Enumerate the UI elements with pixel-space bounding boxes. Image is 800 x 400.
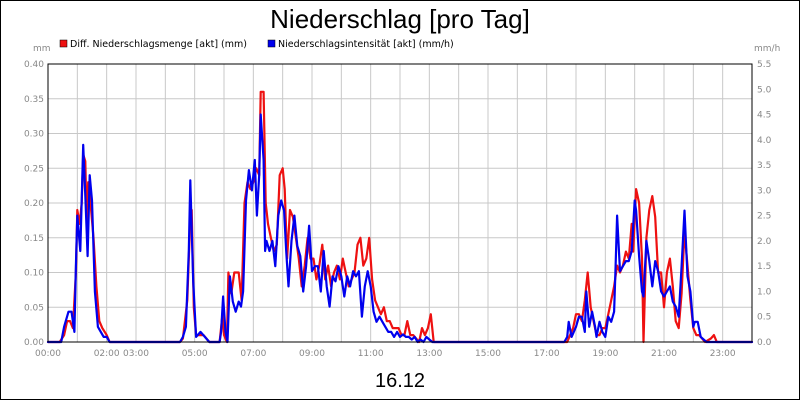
- y-left-tick-label: 0.05: [24, 303, 44, 313]
- axes: 0.00 0.05 0.10 0.15 0.20 0.25 0.30 0.35 0.40 0.0 0…: [24, 60, 772, 359]
- right-unit-label: mm/h: [754, 44, 780, 54]
- y-right-tick-label: 0.0: [757, 338, 772, 348]
- legend-swatch-red: [59, 39, 68, 48]
- series: [46, 90, 754, 344]
- x-tick-label: 15:00: [475, 349, 501, 359]
- x-tick-label: 07:00: [240, 349, 266, 359]
- y-right-tick-label: 4.0: [757, 136, 772, 146]
- y-right-tick-label: 3.5: [757, 161, 771, 171]
- left-unit-label: mm: [33, 44, 51, 54]
- series-line-intensitaet: [46, 113, 754, 344]
- y-left-tick-label: 0.15: [24, 234, 44, 244]
- y-right-tick-label: 0.5: [757, 313, 771, 323]
- legend-label-menge: Diff. Niederschlagsmenge [akt] (mm): [70, 39, 247, 50]
- y-right-tick-label: 4.5: [757, 111, 771, 121]
- x-tick-label: 09:00: [299, 349, 325, 359]
- y-left-tick-label: 0.25: [24, 164, 44, 174]
- y-left-tick-label: 0.40: [24, 60, 44, 70]
- y-right-tick-label: 1.5: [757, 262, 771, 272]
- legend: Diff. Niederschlagsmenge [akt] (mm) Nied…: [59, 39, 454, 50]
- x-tick-label: 05:00: [182, 349, 208, 359]
- x-tick-label: 23:00: [710, 349, 736, 359]
- y-right-tick-label: 2.0: [757, 237, 772, 247]
- x-tick-label: 13:00: [416, 349, 442, 359]
- x-tick-label: 11:00: [358, 349, 384, 359]
- grid: [48, 64, 752, 342]
- y-left-tick-label: 0.10: [24, 269, 44, 279]
- y-left-tick-label: 0.20: [24, 199, 44, 209]
- x-tick-label: 02:00: [94, 349, 120, 359]
- x-tick-label: 19:00: [592, 349, 618, 359]
- x-tick-label: 17:00: [534, 349, 560, 359]
- y-right-tick-label: 2.5: [757, 212, 771, 222]
- x-tick-label: 21:00: [651, 349, 677, 359]
- plot-area-border: [47, 63, 753, 343]
- chart-title: Niederschlag [pro Tag]: [270, 4, 530, 34]
- y-right-tick-label: 1.0: [757, 287, 772, 297]
- y-left-tick-label: 0.00: [24, 338, 44, 348]
- x-tick-label: 00:00: [35, 349, 61, 359]
- y-right-tick-label: 3.0: [757, 186, 772, 196]
- legend-label-intensitaet: Niederschlagsintensität [akt] (mm/h): [278, 39, 454, 50]
- chart-subtitle: 16.12: [375, 370, 425, 392]
- x-tick-label: 03:00: [123, 349, 149, 359]
- legend-swatch-blue: [267, 39, 276, 48]
- y-right-tick-label: 5.5: [757, 60, 771, 70]
- y-left-tick-label: 0.35: [24, 95, 44, 105]
- y-left-tick-label: 0.30: [24, 130, 44, 140]
- y-right-tick-label: 5.0: [757, 85, 772, 95]
